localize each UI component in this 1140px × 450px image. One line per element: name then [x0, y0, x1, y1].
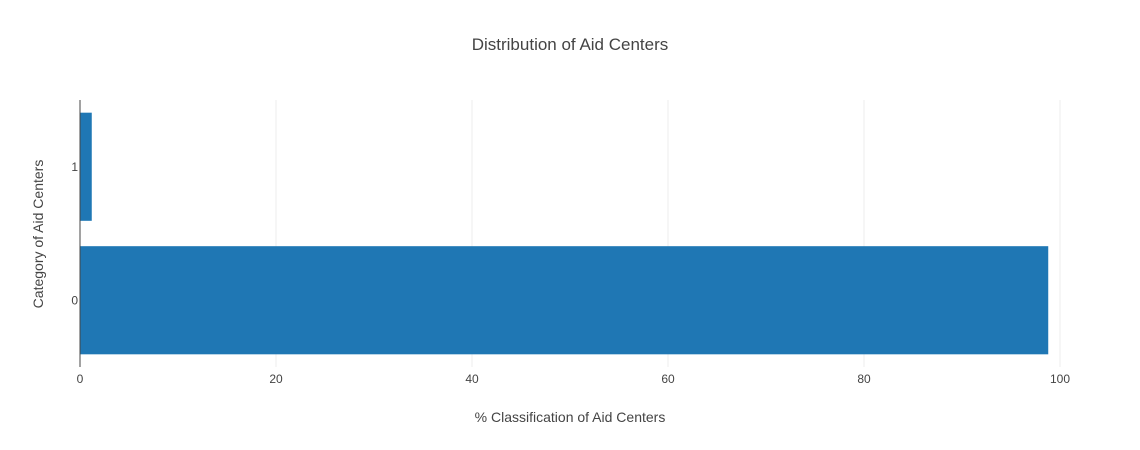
y-tick-label: 1	[71, 160, 78, 174]
bars	[80, 112, 1049, 355]
y-tick-label: 0	[71, 293, 78, 307]
x-tick-label: 40	[465, 372, 479, 386]
x-tick-label: 80	[857, 372, 871, 386]
y-tick-labels: 01	[71, 160, 78, 308]
y-axis-title: Category of Aid Centers	[30, 160, 46, 309]
x-tick-label: 20	[269, 372, 283, 386]
x-tick-label: 60	[661, 372, 675, 386]
x-tick-label: 100	[1050, 372, 1070, 386]
bar-category-1[interactable]	[80, 112, 92, 221]
x-tick-label: 0	[77, 372, 84, 386]
x-axis-title: % Classification of Aid Centers	[475, 409, 666, 425]
bar-category-0[interactable]	[80, 246, 1049, 355]
x-tick-labels: 0 20 40 60 80 100	[77, 372, 1071, 386]
chart-title: Distribution of Aid Centers	[472, 35, 669, 54]
